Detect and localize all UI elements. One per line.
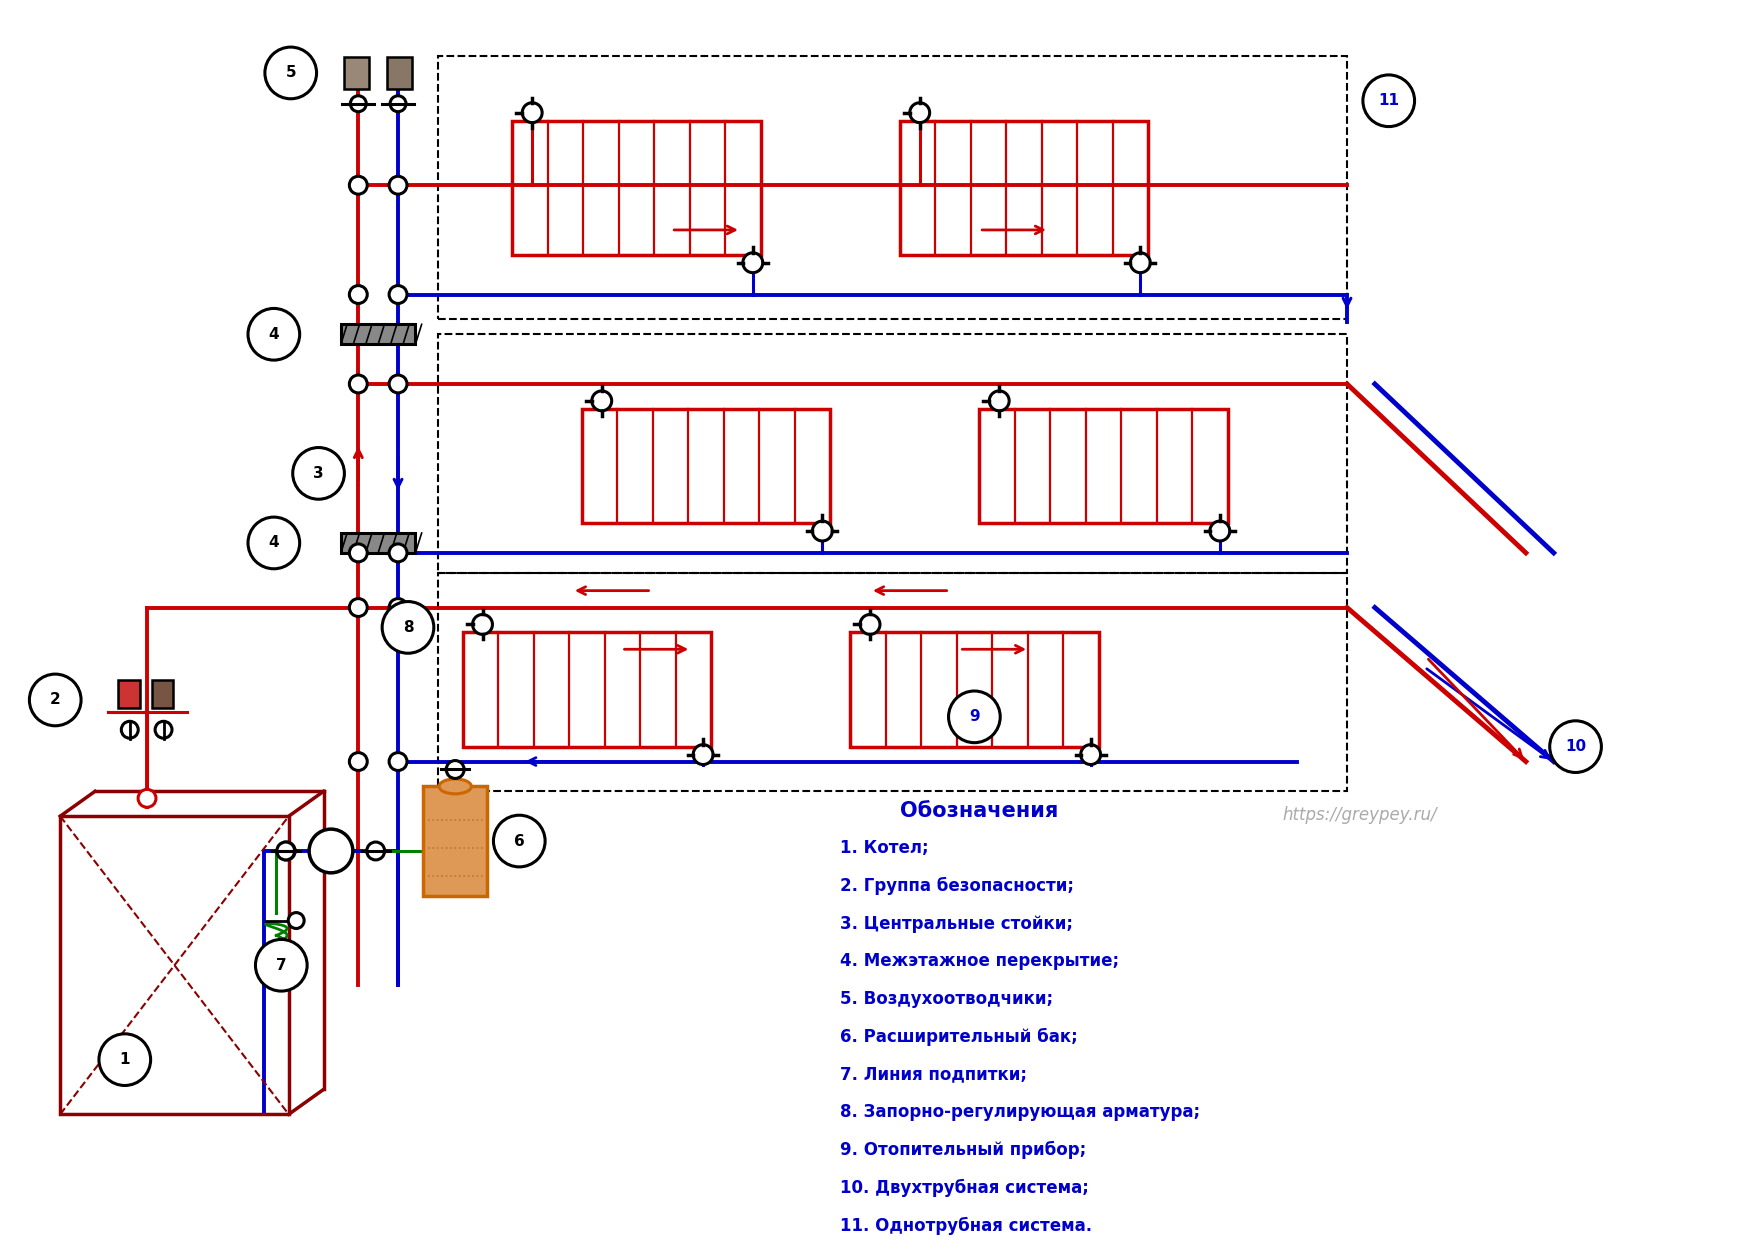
Bar [979,409,1228,523]
Circle shape [949,691,1000,743]
Circle shape [277,842,295,859]
Circle shape [1363,74,1414,126]
Circle shape [277,842,295,859]
Circle shape [382,601,433,653]
Bar [582,409,830,523]
Bar [438,335,1347,573]
Ellipse shape [438,779,472,794]
Bar [463,632,710,746]
Circle shape [1210,521,1230,541]
Text: 9. Отопительный прибор;: 9. Отопительный прибор; [840,1141,1086,1159]
Text: 8. Запорно-регулирующая арматура;: 8. Запорно-регулирующая арматура; [840,1104,1200,1121]
Text: 7. Линия подпитки;: 7. Линия подпитки; [840,1065,1028,1084]
Circle shape [493,815,545,867]
Circle shape [693,745,714,765]
Circle shape [349,753,367,770]
Circle shape [30,675,81,725]
Circle shape [1080,745,1100,765]
Circle shape [288,913,303,929]
Text: 5. Воздухоотводчики;: 5. Воздухоотводчики; [840,990,1054,1008]
Circle shape [247,517,300,569]
Text: 11. Однотрубная система.: 11. Однотрубная система. [840,1216,1093,1235]
Bar [438,56,1347,320]
Text: 8: 8 [403,620,414,635]
Circle shape [1130,253,1151,273]
Circle shape [256,940,307,991]
Circle shape [389,285,407,304]
Circle shape [989,391,1009,410]
Text: 10: 10 [1565,739,1586,754]
Text: 2: 2 [49,692,61,708]
Text: 6. Расширительный бак;: 6. Расширительный бак; [840,1028,1079,1047]
Text: https://greypey.ru/: https://greypey.ru/ [1282,806,1437,825]
Text: 3: 3 [314,466,324,481]
Text: 4: 4 [268,536,279,551]
Circle shape [859,615,881,635]
Text: 11: 11 [1379,93,1400,108]
Circle shape [121,722,139,738]
Circle shape [139,790,156,807]
Circle shape [351,95,367,112]
Circle shape [389,753,407,770]
Bar [438,573,1347,791]
Bar [151,680,174,708]
Circle shape [98,1034,151,1085]
Text: 4: 4 [268,327,279,342]
Bar [60,816,289,1115]
Circle shape [1551,720,1601,773]
Bar [851,632,1098,746]
Bar [423,786,488,895]
Circle shape [523,103,542,123]
Text: 5: 5 [286,66,296,81]
Text: 2. Группа безопасности;: 2. Группа безопасности; [840,877,1073,895]
Circle shape [265,47,316,99]
Circle shape [389,176,407,195]
Circle shape [349,374,367,393]
Circle shape [389,544,407,562]
Circle shape [247,309,300,360]
Text: 9: 9 [968,709,980,724]
Bar [344,57,370,89]
Text: 1: 1 [119,1053,130,1068]
Circle shape [349,176,367,195]
Circle shape [389,374,407,393]
Circle shape [389,599,407,616]
Circle shape [591,391,612,410]
Text: 10. Двухтрубная система;: 10. Двухтрубная система; [840,1179,1089,1197]
Text: 7: 7 [275,957,286,972]
Circle shape [293,448,344,500]
Bar [340,533,416,553]
Circle shape [744,253,763,273]
Bar [388,57,412,89]
Circle shape [446,760,465,779]
Circle shape [309,830,353,873]
Text: 6: 6 [514,833,524,848]
Circle shape [472,615,493,635]
Circle shape [349,599,367,616]
Text: 1. Котел;: 1. Котел; [840,839,930,857]
Text: Обозначения: Обозначения [900,801,1058,821]
Text: 3. Центральные стойки;: 3. Центральные стойки; [840,915,1073,932]
Bar [118,680,140,708]
Circle shape [349,544,367,562]
Bar [900,120,1149,254]
Bar [512,120,761,254]
Bar [340,325,416,345]
Circle shape [910,103,930,123]
Circle shape [367,842,384,859]
Circle shape [154,722,172,738]
Circle shape [349,285,367,304]
Text: 4. Межэтажное перекрытие;: 4. Межэтажное перекрытие; [840,952,1119,971]
Circle shape [389,95,405,112]
Circle shape [812,521,833,541]
